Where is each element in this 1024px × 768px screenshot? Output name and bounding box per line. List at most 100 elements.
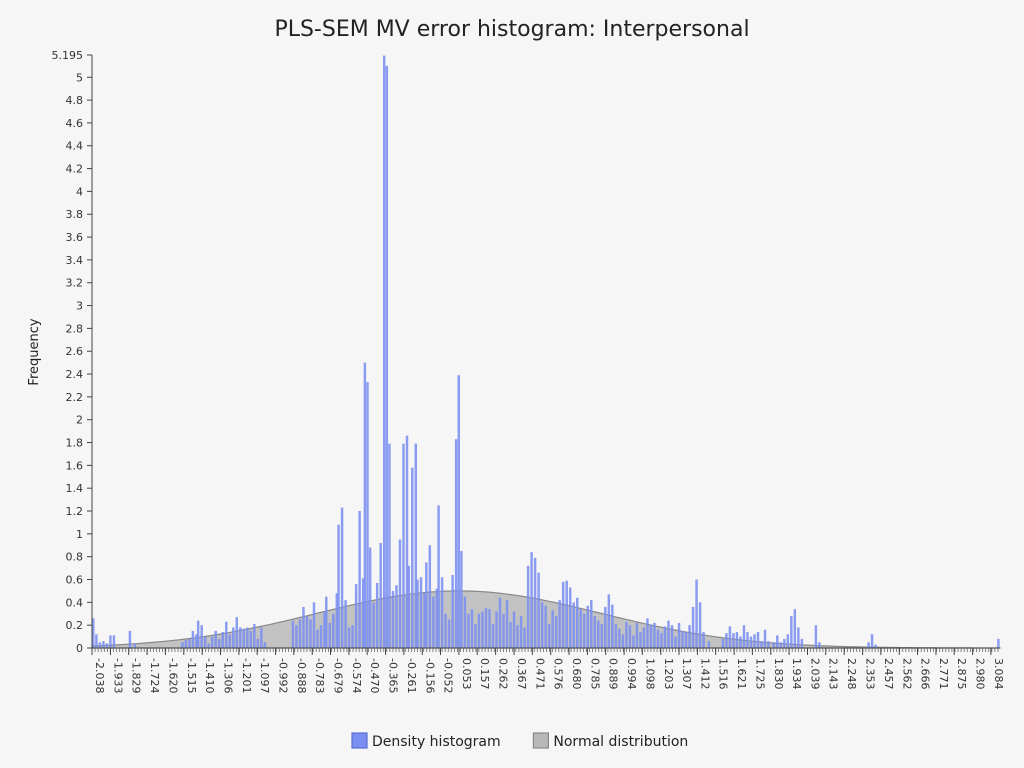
histogram-bar: [302, 606, 305, 648]
histogram-bar: [649, 625, 653, 648]
x-tick-label: -1.829: [130, 658, 143, 693]
histogram-bar: [721, 638, 725, 648]
histogram-bar: [328, 622, 332, 648]
histogram-bar: [228, 634, 231, 648]
histogram-bar: [105, 643, 109, 648]
histogram-bar: [128, 630, 132, 648]
histogram-bar: [437, 505, 440, 648]
histogram-bar: [660, 633, 663, 648]
histogram-bar: [642, 627, 646, 648]
histogram-bar: [395, 585, 398, 648]
legend-label: Density histogram: [372, 734, 501, 750]
x-tick-label: -1.620: [166, 658, 179, 693]
histogram-bar: [547, 624, 551, 648]
histogram-bar: [323, 611, 326, 648]
histogram-bar: [358, 511, 361, 648]
histogram-bar: [590, 600, 593, 648]
histogram-bar: [407, 565, 410, 648]
x-tick-label: -1.933: [111, 658, 124, 693]
histogram-bar: [295, 625, 298, 648]
histogram-bar: [385, 65, 389, 649]
histogram-bar: [363, 362, 367, 648]
histogram-bar: [628, 625, 632, 648]
histogram-bar: [767, 641, 770, 648]
histogram-bar: [196, 620, 200, 648]
histogram-bar: [256, 638, 260, 648]
histogram-bar: [95, 634, 98, 648]
histogram-bar: [618, 628, 621, 648]
x-tick-label: 0.471: [533, 658, 546, 690]
histogram-bar: [298, 619, 302, 648]
histogram-bar: [432, 596, 435, 648]
histogram-bar: [600, 624, 604, 648]
x-tick-label: 1.412: [698, 658, 711, 690]
histogram-bar: [495, 611, 498, 648]
histogram-bar: [253, 624, 256, 648]
x-tick-label: 1.516: [717, 658, 730, 690]
y-tick-label: 1.4: [66, 482, 84, 495]
x-tick-label: 2.039: [808, 658, 821, 690]
x-tick-label: 1.098: [643, 658, 656, 690]
histogram-bar: [463, 596, 467, 648]
y-tick-label: 3.4: [66, 254, 84, 267]
histogram-bar: [779, 642, 783, 648]
x-tick-label: 0.994: [625, 658, 638, 690]
x-tick-label: -0.052: [442, 658, 455, 693]
histogram-bar: [474, 624, 477, 648]
histogram-bar: [419, 577, 423, 648]
histogram-bar: [239, 627, 242, 648]
histogram-bar: [554, 616, 558, 648]
histogram-bar: [425, 562, 428, 648]
y-tick-label: 5: [76, 71, 83, 84]
histogram-bar: [195, 634, 198, 648]
histogram-bar: [467, 613, 470, 648]
histogram-bar: [656, 629, 660, 648]
histogram-bar: [670, 625, 674, 648]
x-tick-label: -1.410: [203, 658, 216, 693]
x-tick-label: 0.680: [570, 658, 583, 690]
x-tick-label: -0.888: [295, 658, 308, 693]
histogram-bar: [354, 584, 358, 648]
x-tick-label: 0.262: [497, 658, 510, 690]
histogram-bar: [242, 628, 246, 648]
histogram-bar: [235, 617, 238, 648]
x-tick-label: 1.725: [753, 658, 766, 690]
histogram-bars: [92, 55, 1000, 649]
y-tick-label: 4: [76, 185, 83, 198]
histogram-bar: [309, 619, 312, 648]
histogram-bar: [742, 625, 746, 648]
histogram-bar: [181, 642, 184, 648]
x-tick-label: -0.992: [277, 658, 290, 693]
histogram-bar: [814, 625, 818, 648]
x-tick-label: -1.724: [148, 658, 161, 693]
legend: Density histogram Normal distribution: [351, 732, 688, 750]
histogram-bar: [402, 443, 405, 648]
legend-label: Normal distribution: [553, 734, 688, 750]
x-tick-label: 1.934: [790, 658, 803, 690]
histogram-bar: [435, 588, 439, 648]
histogram-bar: [391, 590, 395, 648]
histogram-bar: [551, 610, 554, 648]
histogram-bar: [221, 632, 224, 648]
histogram-bar: [583, 613, 586, 648]
histogram-bar: [783, 638, 786, 648]
histogram-bar: [109, 635, 112, 648]
y-tick-label: 5.195: [52, 49, 84, 62]
histogram-bar: [375, 582, 379, 648]
x-tick-label: -1.201: [240, 658, 253, 693]
histogram-bar: [337, 524, 340, 648]
histogram-bar: [484, 608, 488, 648]
y-tick-label: 3.2: [66, 277, 84, 290]
y-tick-label: 0.6: [66, 574, 84, 587]
histogram-bar: [263, 642, 267, 648]
histogram-bar: [382, 55, 386, 648]
histogram-bar: [316, 629, 319, 648]
histogram-bar: [398, 539, 402, 648]
histogram-bar: [558, 600, 561, 648]
histogram-bar: [797, 627, 800, 648]
histogram-bar: [305, 616, 309, 648]
histogram-bar: [732, 633, 735, 648]
histogram-bar: [372, 602, 375, 648]
histogram-bar: [639, 632, 642, 648]
x-tick-label: 2.562: [900, 658, 913, 690]
